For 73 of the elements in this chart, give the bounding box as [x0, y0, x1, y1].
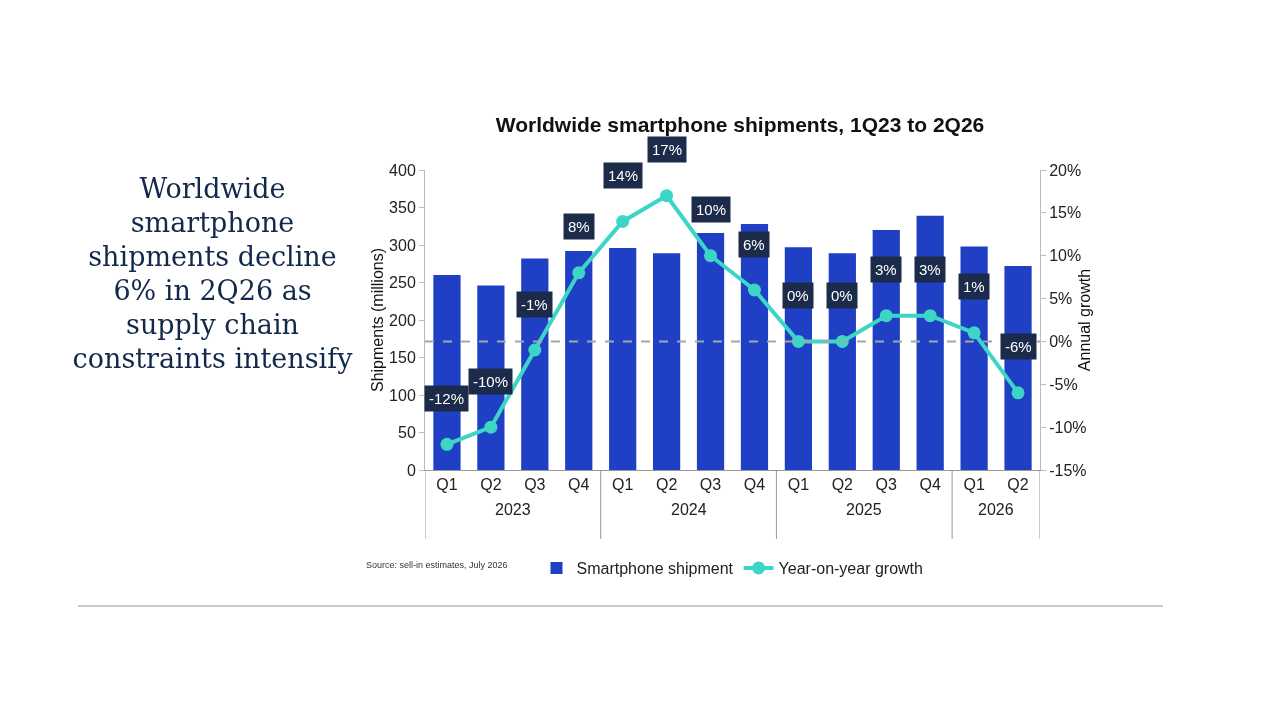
point — [572, 266, 586, 280]
point — [747, 283, 761, 297]
text: 2024 — [671, 501, 707, 518]
text: 2026 — [978, 501, 1014, 518]
point — [879, 309, 893, 323]
point — [923, 309, 937, 323]
x-tick-label: Q2 — [480, 476, 502, 494]
y2-tick-label: 5% — [1049, 290, 1073, 308]
y2-tick-label: -10% — [1049, 418, 1087, 436]
y-tick-label: 100 — [389, 386, 416, 404]
x-tick-label: Q1 — [963, 476, 985, 494]
x-tick-label: Q2 — [831, 476, 854, 494]
y-tick-label: 400 — [389, 161, 416, 179]
y2-tick-label: 20% — [1049, 161, 1082, 179]
data-label: -10% — [473, 373, 509, 390]
data-label: 6% — [743, 236, 765, 253]
y-tick-label: 200 — [389, 311, 416, 329]
x-tick-label: Q4 — [568, 476, 590, 494]
data-label: 3% — [875, 261, 897, 278]
y2-tick-label: -5% — [1049, 375, 1078, 393]
data-label: -12% — [429, 390, 465, 407]
data-label: 8% — [568, 218, 590, 235]
y-tick-label: 300 — [389, 236, 416, 254]
bar — [652, 253, 681, 470]
bar — [609, 248, 637, 470]
chart-title: Worldwide smartphone shipments, 1Q23 to 2Q26 — [495, 112, 985, 136]
point — [616, 214, 630, 228]
data-label: 3% — [919, 261, 941, 278]
y-tick-label: 150 — [389, 349, 416, 367]
y-tick-label: 250 — [389, 274, 416, 292]
x-tick-label: Q3 — [524, 476, 546, 494]
text: 2023 — [495, 501, 531, 518]
data-label: -1% — [521, 296, 548, 313]
point — [660, 189, 674, 203]
x-tick-label: Q2 — [655, 476, 678, 494]
x-tick-label: Q2 — [1007, 476, 1029, 494]
text: Worldwide smartphone shipments decline 6% in 2Q26 as supply chain constraints intensify — [71, 172, 354, 376]
y-tick-label: 50 — [398, 424, 416, 442]
point — [967, 326, 981, 340]
point — [484, 420, 498, 434]
y2-tick-label: -15% — [1049, 461, 1087, 479]
source-note: Source: sell-in estimates, July 2026 — [366, 560, 508, 570]
x-tick-label: Q1 — [612, 476, 634, 494]
data-label: 1% — [963, 278, 985, 295]
point — [704, 249, 718, 263]
legend-label: Smartphone shipment — [576, 560, 734, 578]
point — [440, 437, 454, 451]
y-axis-title: Shipments (millions) — [369, 247, 386, 393]
data-label: 0% — [831, 287, 853, 304]
point — [1011, 386, 1025, 400]
point — [528, 343, 542, 357]
data-label: 14% — [608, 167, 639, 184]
data-label: 17% — [652, 141, 683, 158]
bar — [696, 233, 725, 470]
point — [791, 334, 805, 348]
bar — [565, 251, 593, 470]
text: 2025 — [846, 501, 882, 518]
y2-axis-title: Annual growth — [1076, 268, 1093, 372]
x-tick-label: Q4 — [919, 476, 941, 494]
x-tick-label: Q4 — [743, 476, 766, 494]
y-tick-label: 0 — [406, 461, 416, 479]
y2-tick-label: 15% — [1049, 204, 1082, 222]
x-tick-label: Q1 — [436, 476, 458, 494]
y2-tick-label: 10% — [1049, 247, 1082, 265]
data-label: 10% — [696, 201, 727, 218]
data-label: 0% — [787, 287, 809, 304]
legend-label: Year-on-year growth — [778, 560, 923, 578]
data-label: -6% — [1005, 338, 1032, 355]
y2-tick-label: 0% — [1049, 333, 1073, 351]
x-tick-label: Q1 — [787, 476, 810, 494]
x-tick-label: Q3 — [699, 476, 722, 494]
y-tick-label: 350 — [389, 199, 416, 217]
x-tick-label: Q3 — [875, 476, 898, 494]
